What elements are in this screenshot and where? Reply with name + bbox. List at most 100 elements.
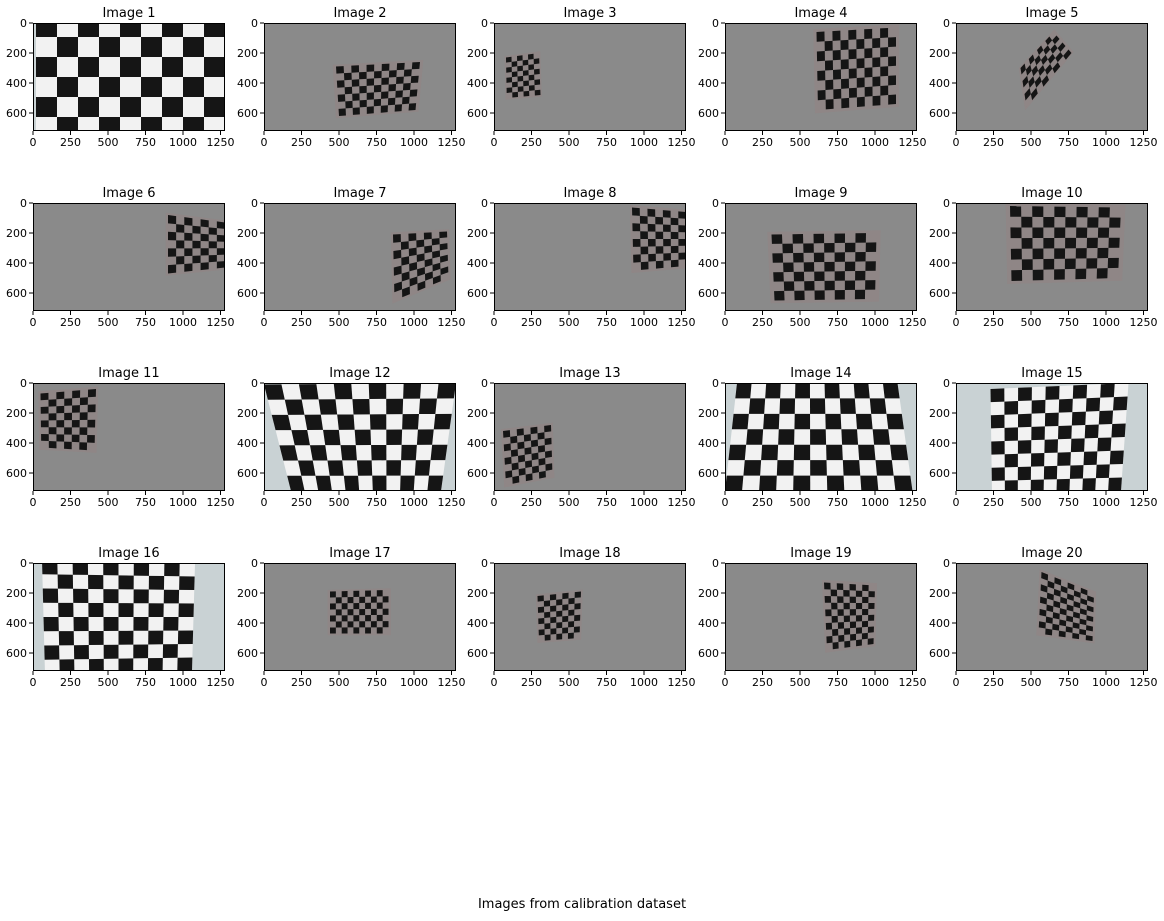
chessboard-square [991,467,1005,481]
chessboard-square [330,627,336,634]
subplot-title: Image 1 [102,6,155,21]
y-tick-label: 400 [698,437,719,450]
chessboard-square [99,77,120,97]
y-tick-label: 400 [237,437,258,450]
chessboard-square [1069,465,1084,479]
chessboard-square [839,398,856,414]
x-tick-label: 250 [521,136,542,149]
x-tick-label: 250 [60,676,81,689]
x-tick-label: 750 [827,496,848,509]
chessboard-square [423,232,432,240]
calibration-photo [494,383,686,491]
calibration-photo [725,203,917,311]
chessboard-square [141,77,162,97]
x-tick-label: 1250 [1130,136,1158,149]
chessboard-square [639,215,648,224]
chessboard-square [44,645,60,660]
subplot-title: Image 11 [98,366,159,381]
y-tick-label: 400 [698,617,719,630]
chessboard-square [725,475,744,491]
chessboard-square [882,383,900,399]
chessboard-square [1098,207,1110,218]
x-tick-label: 500 [98,316,119,329]
chessboard-square [538,617,545,625]
chessboard-square [1113,396,1128,411]
chessboard-square [1108,477,1122,491]
subplot-title: Image 15 [1021,366,1082,381]
chessboard-square [370,621,377,628]
chessboard-square [864,86,873,97]
x-tick-label: 750 [366,136,387,149]
y-tick-label: 600 [929,287,950,300]
y-tick-label: 600 [467,107,488,120]
chessboard-square [670,231,679,239]
chessboard-square [763,413,780,430]
chessboard-square [1043,237,1055,249]
calibration-photo [956,23,1148,131]
chessboard-square [849,609,856,616]
x-tick-label: 1250 [438,676,466,689]
chessboard-square [1040,596,1047,605]
chessboard-square [825,413,842,430]
subplot-title: Image 20 [1021,546,1082,561]
chessboard-square [793,444,811,461]
chessboard-square [817,70,826,81]
x-tick-label: 250 [521,676,542,689]
chessboard-square [824,280,835,291]
x-tick-label: 500 [1021,316,1042,329]
chessboard-square [528,53,534,60]
chessboard-square [79,412,88,420]
chessboard-square [352,107,360,115]
x-tick-label: 500 [329,136,350,149]
chessboard-square [204,23,225,37]
y-tick-label: 0 [20,377,27,390]
x-tick-label: 1000 [400,676,428,689]
chessboard-square [335,597,342,604]
chessboard-square [678,211,686,219]
chessboard-square [834,271,845,281]
chessboard-square [176,240,185,249]
chessboard-square [200,248,209,256]
y-tick-label: 0 [712,557,719,570]
chessboard-square [1041,75,1049,87]
y-tick-label: 200 [237,227,258,240]
chessboard-square [1017,413,1032,428]
chessboard-square [1021,216,1033,228]
x-tick-label: 0 [953,676,960,689]
chessboard-square [633,254,641,263]
chessboard-square [506,77,513,83]
chessboard-square [771,234,783,244]
chessboard-square [1032,227,1044,239]
x-tick-label: 500 [329,496,350,509]
chessboard-square [73,588,89,603]
x-tick-label: 1000 [1092,496,1120,509]
chessboard-square [417,267,425,277]
chessboard-square [512,475,520,484]
chessboard-square [1072,384,1088,399]
chessboard-square [538,445,545,453]
x-tick-label: 250 [983,316,1004,329]
chessboard-square [779,398,796,414]
chessboard-square [556,610,563,617]
chessboard-square [528,85,535,91]
chessboard-square [1065,237,1077,249]
chessboard-square [200,233,209,242]
chessboard-square [208,227,217,235]
chessboard-square [340,445,357,461]
chessboard-square [860,475,879,491]
x-tick-label: 1000 [1092,676,1120,689]
chessboard-square [663,224,671,232]
chessboard-square [522,70,529,76]
y-tick-label: 200 [467,47,488,60]
chessboard-square [1058,398,1073,413]
chessboard-square [504,456,512,465]
chessboard-square [568,597,575,605]
y-tick-label: 200 [237,587,258,600]
chessboard-square [147,657,163,671]
photo-background [494,563,686,671]
chessboard-square [352,399,370,415]
chessboard-square [1075,268,1087,280]
y-tick-label: 600 [467,287,488,300]
chessboard-square [1041,54,1048,65]
chessboard-square [510,435,518,444]
